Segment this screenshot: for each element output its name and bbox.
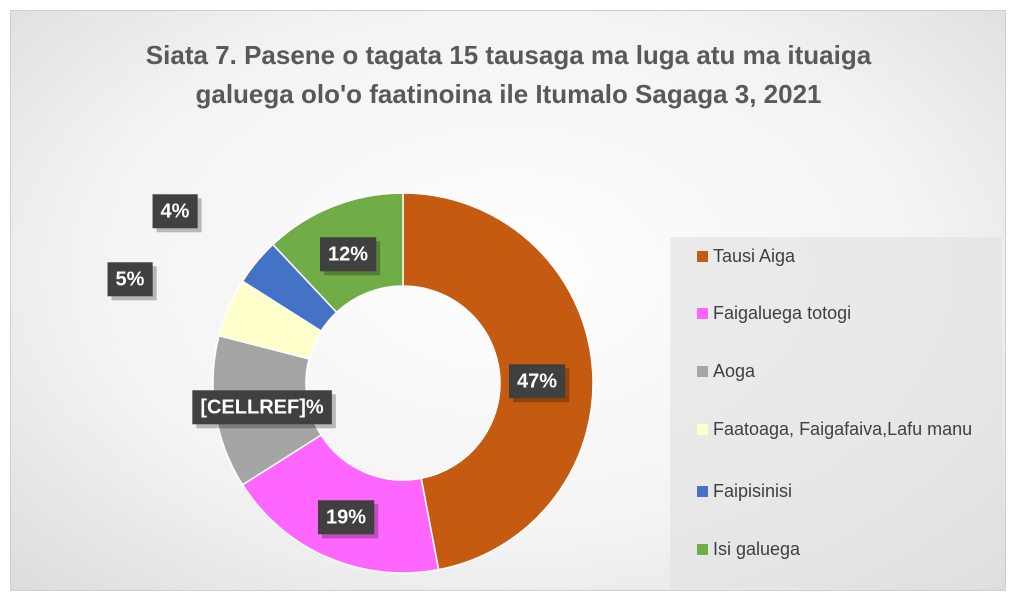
label-box — [317, 500, 375, 535]
data-label: 4% — [161, 200, 190, 222]
legend-item: Aoga — [697, 358, 973, 384]
legend: Tausi Aiga Faigaluega totogi Aoga Faatoaga,… — [670, 237, 1002, 588]
legend-item: Faatoaga, Faigafaiva,Lafu manu — [697, 416, 973, 442]
donut-slice — [402, 192, 594, 571]
legend-label: Faigaluega totogi — [713, 303, 852, 323]
legend-swatch — [697, 544, 708, 555]
data-label: 47% — [517, 370, 557, 392]
legend-label: Faatoaga, Faigafaiva,Lafu manu — [713, 419, 973, 439]
data-label: 19% — [326, 506, 366, 528]
data-label: 5% — [116, 268, 145, 290]
label-box — [319, 237, 377, 272]
legend-swatch — [697, 486, 708, 497]
legend-item: Tausi Aiga — [697, 243, 973, 269]
legend-item: Faipisinisi — [697, 478, 973, 504]
label-box — [152, 194, 198, 229]
legend-label: Isi galuega — [713, 539, 801, 559]
legend-swatch — [697, 424, 708, 435]
legend-label: Faipisinisi — [713, 481, 793, 501]
legend-item: Faigaluega totogi — [697, 300, 973, 326]
legend-swatch — [697, 366, 708, 377]
legend-label: Aoga — [713, 361, 756, 381]
label-box — [107, 262, 153, 297]
label-box — [508, 364, 566, 399]
chart-title: Siata 7. Pasene o tagata 15 tausaga ma l… — [145, 40, 872, 109]
legend-label: Tausi Aiga — [713, 246, 796, 266]
data-label: [CELLREF]% — [200, 396, 324, 418]
legend-swatch — [697, 251, 708, 262]
legend-swatch — [697, 308, 708, 319]
data-label: 12% — [328, 243, 368, 265]
legend-item: Isi galuega — [697, 536, 973, 562]
label-box — [192, 390, 332, 425]
